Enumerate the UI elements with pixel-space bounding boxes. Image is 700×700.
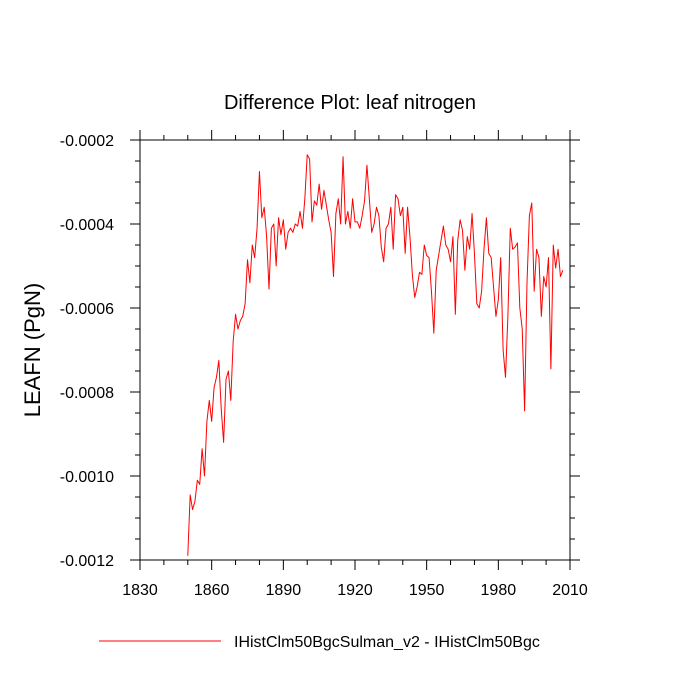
x-tick-label: 2010	[552, 582, 588, 599]
y-tick-label: -0.0010	[60, 469, 114, 486]
x-tick-label: 1860	[194, 582, 230, 599]
x-tick-label: 1950	[409, 582, 445, 599]
chart-title: Difference Plot: leaf nitrogen	[224, 92, 476, 114]
y-tick-label: -0.0004	[60, 217, 114, 234]
legend-label: IHistClm50BgcSulman_v2 - IHistClm50Bgc	[234, 634, 540, 651]
axis-ticks	[130, 130, 580, 570]
x-tick-labels: 1830 1860 1890 1920 1950 1980 2010	[122, 582, 588, 599]
series-line	[187, 154, 564, 556]
y-tick-label: -0.0012	[60, 553, 114, 570]
x-tick-label: 1980	[481, 582, 517, 599]
y-axis-title: LEAFN (PgN)	[20, 283, 45, 417]
y-tick-label: -0.0006	[60, 301, 114, 318]
x-tick-label: 1890	[266, 582, 302, 599]
x-tick-label: 1830	[122, 582, 158, 599]
x-tick-label: 1920	[337, 582, 373, 599]
y-tick-label: -0.0008	[60, 385, 114, 402]
y-tick-label: -0.0002	[60, 133, 114, 150]
plot-frame	[139, 139, 571, 561]
y-tick-labels: -0.0012 -0.0010 -0.0008 -0.0006 -0.0004 -0.00…	[60, 133, 114, 570]
